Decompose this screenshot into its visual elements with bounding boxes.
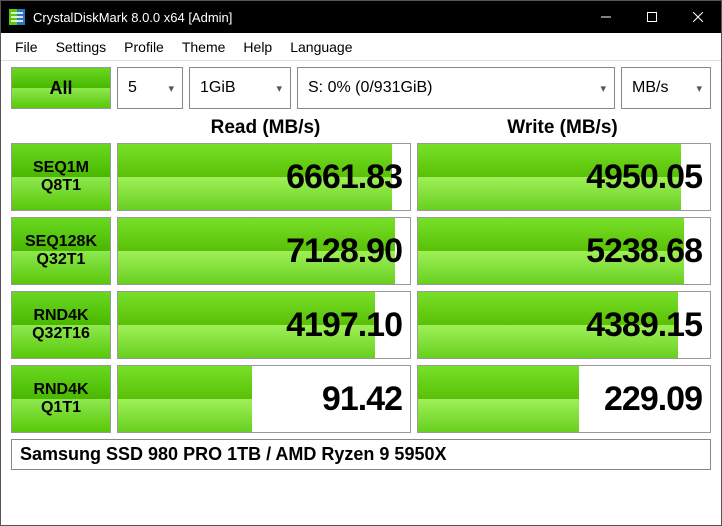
window-title: CrystalDiskMark 8.0.0 x64 [Admin] (33, 10, 232, 25)
maximize-button[interactable] (629, 1, 675, 33)
benchmark-row: RND4KQ32T16 4197.10 4389.15 (11, 291, 711, 359)
read-value: 4197.10 (286, 306, 402, 345)
chevron-down-icon: ▾ (600, 82, 606, 95)
chevron-down-icon: ▾ (276, 82, 282, 95)
size-value: 1GiB (200, 79, 236, 97)
close-button[interactable] (675, 1, 721, 33)
test-label-1: SEQ128K (25, 233, 97, 251)
read-value: 7128.90 (286, 232, 402, 271)
drive-select[interactable]: S: 0% (0/931GiB) ▾ (297, 67, 615, 109)
device-info: Samsung SSD 980 PRO 1TB / AMD Ryzen 9 59… (11, 439, 711, 470)
size-select[interactable]: 1GiB ▾ (189, 67, 291, 109)
unit-select[interactable]: MB/s ▾ (621, 67, 711, 109)
runs-value: 5 (128, 79, 137, 97)
test-button[interactable]: SEQ1MQ8T1 (11, 143, 111, 211)
menu-settings[interactable]: Settings (48, 35, 115, 59)
test-button[interactable]: SEQ128KQ32T1 (11, 217, 111, 285)
read-value: 91.42 (322, 380, 402, 419)
drive-value: S: 0% (0/931GiB) (308, 79, 433, 97)
title-bar: CrystalDiskMark 8.0.0 x64 [Admin] (1, 1, 721, 33)
read-value-box: 91.42 (117, 365, 411, 433)
all-button[interactable]: All (11, 67, 111, 109)
menu-file[interactable]: File (7, 35, 46, 59)
app-icon (9, 9, 25, 25)
menu-bar: File Settings Profile Theme Help Languag… (1, 33, 721, 61)
runs-select[interactable]: 5▾ (117, 67, 183, 109)
minimize-button[interactable] (583, 1, 629, 33)
benchmark-row: RND4KQ1T1 91.42 229.09 (11, 365, 711, 433)
write-value-box: 4389.15 (417, 291, 711, 359)
write-value-box: 4950.05 (417, 143, 711, 211)
read-fill (118, 366, 252, 432)
unit-value: MB/s (632, 79, 668, 97)
test-button[interactable]: RND4KQ32T16 (11, 291, 111, 359)
read-value-box: 6661.83 (117, 143, 411, 211)
test-label-2: Q32T16 (32, 325, 90, 343)
read-value: 6661.83 (286, 158, 402, 197)
write-value-box: 5238.68 (417, 217, 711, 285)
write-value: 229.09 (604, 380, 702, 419)
test-label-1: RND4K (33, 307, 88, 325)
read-value-box: 4197.10 (117, 291, 411, 359)
controls-row: All 5▾ 1GiB▾ S: 0% (0/931GiB)▾ MB/s▾ (11, 67, 711, 109)
read-header: Read (MB/s) (117, 113, 414, 143)
test-label-2: Q1T1 (41, 399, 81, 417)
menu-language[interactable]: Language (282, 35, 360, 59)
test-label-2: Q8T1 (41, 177, 81, 195)
benchmark-row: SEQ1MQ8T1 6661.83 4950.05 (11, 143, 711, 211)
read-value-box: 7128.90 (117, 217, 411, 285)
test-label-1: RND4K (33, 381, 88, 399)
column-headers: Read (MB/s) Write (MB/s) (11, 113, 711, 143)
test-label-1: SEQ1M (33, 159, 89, 177)
menu-profile[interactable]: Profile (116, 35, 172, 59)
chevron-down-icon: ▾ (696, 82, 702, 95)
write-value: 4389.15 (586, 306, 702, 345)
test-label-2: Q32T1 (37, 251, 86, 269)
all-label: All (49, 78, 72, 99)
content-area: All 5▾ 1GiB▾ S: 0% (0/931GiB)▾ MB/s▾ Rea… (1, 61, 721, 474)
menu-help[interactable]: Help (235, 35, 280, 59)
write-value: 5238.68 (586, 232, 702, 271)
test-button[interactable]: RND4KQ1T1 (11, 365, 111, 433)
write-value: 4950.05 (586, 158, 702, 197)
write-value-box: 229.09 (417, 365, 711, 433)
write-header: Write (MB/s) (414, 113, 711, 143)
benchmark-row: SEQ128KQ32T1 7128.90 5238.68 (11, 217, 711, 285)
chevron-down-icon: ▾ (168, 82, 174, 95)
write-fill (418, 366, 579, 432)
menu-theme[interactable]: Theme (174, 35, 234, 59)
